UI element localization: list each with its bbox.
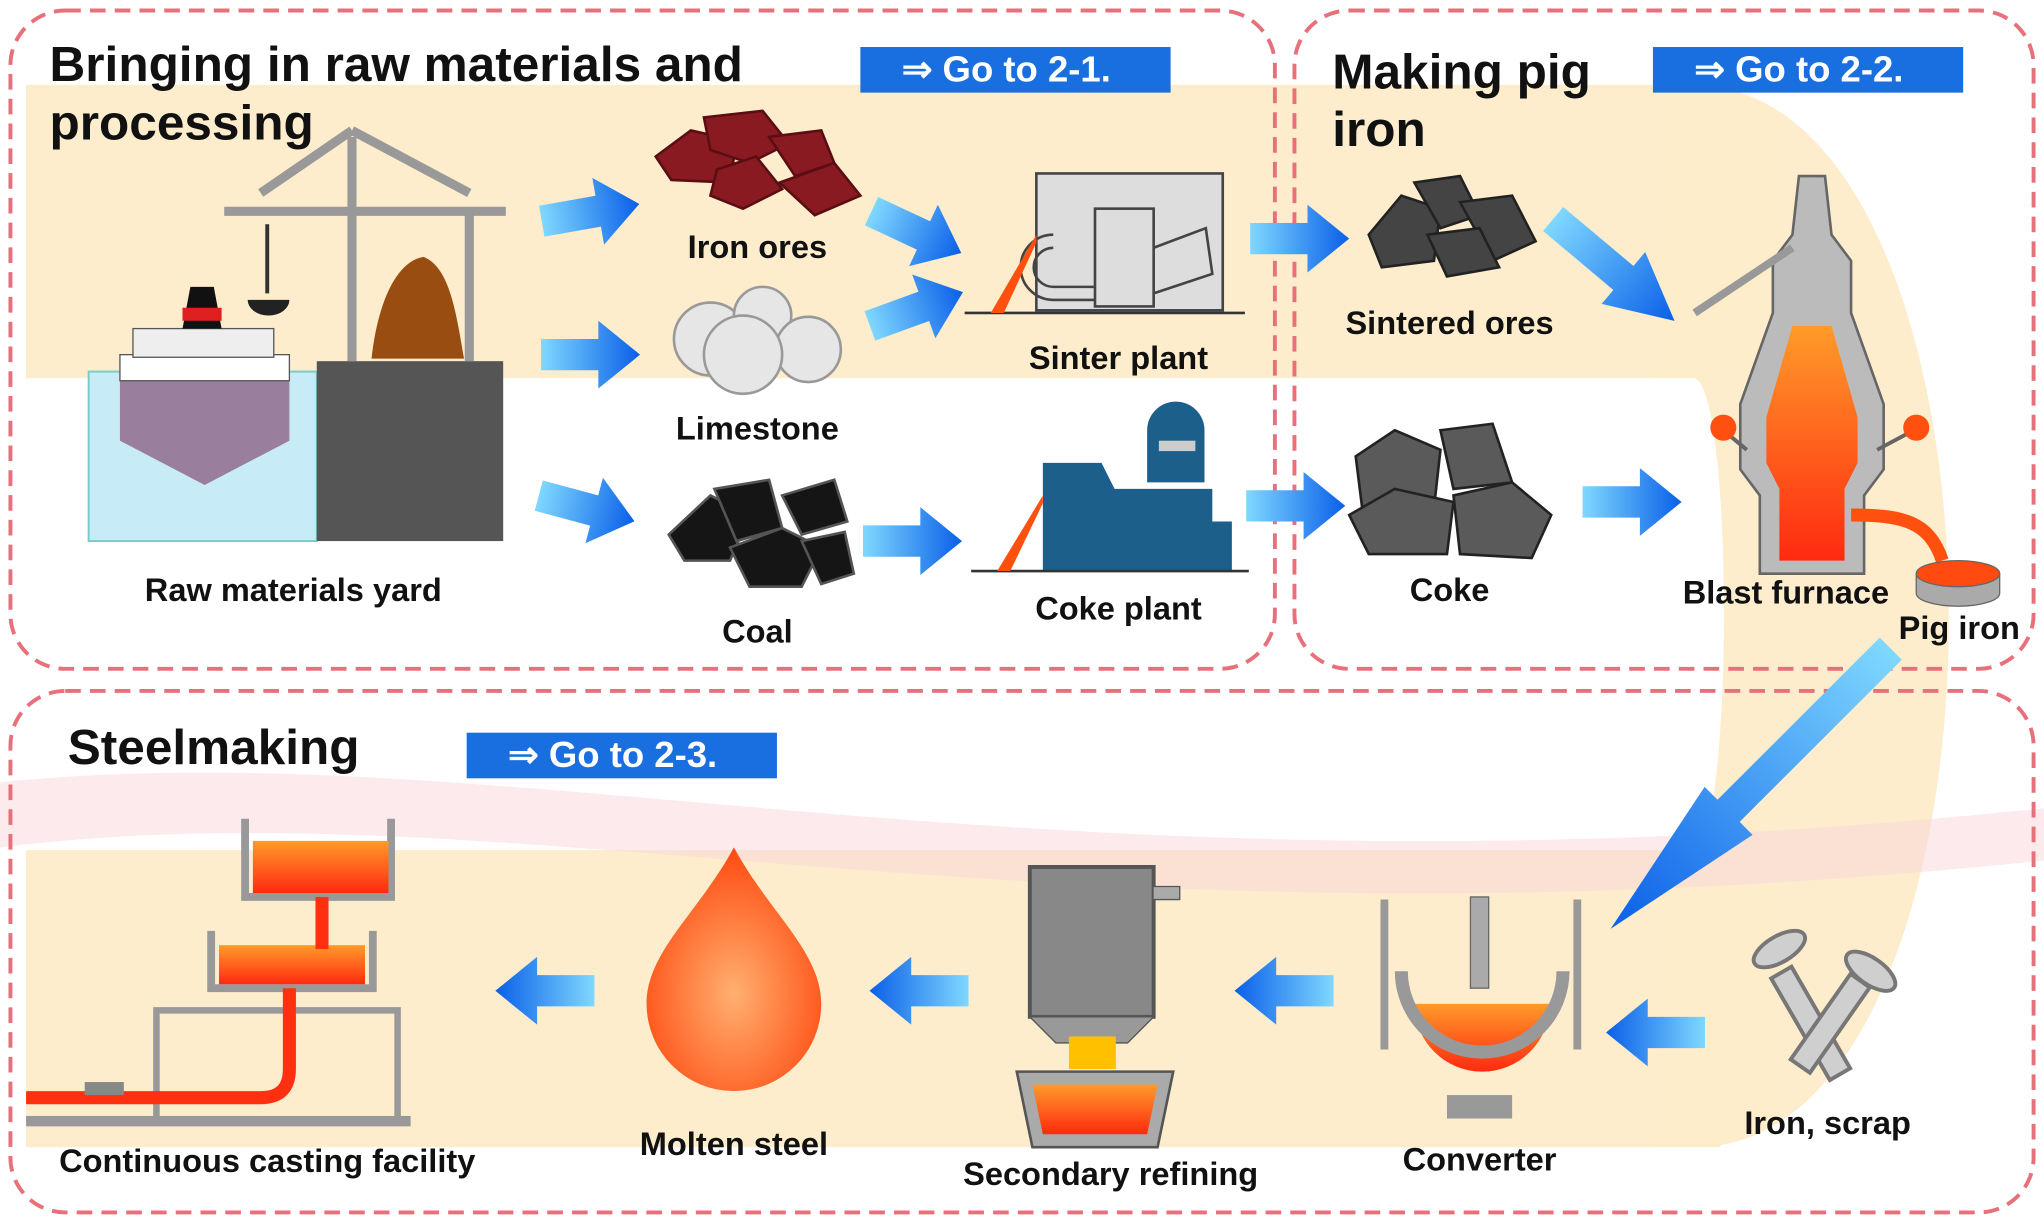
page: Bringing in raw materials and processing… xyxy=(0,0,2044,1219)
node-label: Raw materials yard xyxy=(145,572,442,608)
node-label: Iron ores xyxy=(688,229,827,265)
node-label: Sintered ores xyxy=(1345,305,1553,341)
node-label: Coal xyxy=(722,614,793,650)
node-label: Sinter plant xyxy=(1029,340,1208,376)
section-title: Making pig xyxy=(1332,45,1591,100)
go-button[interactable]: ⇒ Go to 2-2. xyxy=(1653,47,1963,93)
node-label: Converter xyxy=(1403,1142,1557,1178)
node-label: Secondary refining xyxy=(963,1156,1258,1192)
coke-plant-illustration xyxy=(971,402,1249,571)
node-label: Pig iron xyxy=(1899,610,2020,646)
node-label: Molten steel xyxy=(640,1126,828,1162)
go-button[interactable]: ⇒ Go to 2-1. xyxy=(860,47,1170,93)
refining-illustration xyxy=(1017,867,1180,1147)
node-label: Continuous casting facility xyxy=(59,1143,475,1179)
section-title: iron xyxy=(1332,102,1426,157)
section-title: processing xyxy=(50,96,314,151)
node-label: Limestone xyxy=(676,410,839,446)
coal-illustration xyxy=(669,480,854,587)
diagram: Bringing in raw materials and processing… xyxy=(0,0,2044,1219)
go-button[interactable]: ⇒ Go to 2-3. xyxy=(467,733,777,779)
section-title: Steelmaking xyxy=(68,720,360,775)
node-label: Blast furnace xyxy=(1683,575,1889,611)
section-title: Bringing in raw materials and xyxy=(50,37,743,92)
node-label: Coke plant xyxy=(1035,590,1202,626)
button-label[interactable]: ⇒ Go to 2-3. xyxy=(508,734,717,775)
node-label: Coke xyxy=(1410,572,1490,608)
button-label[interactable]: ⇒ Go to 2-2. xyxy=(1694,48,1903,89)
button-label[interactable]: ⇒ Go to 2-1. xyxy=(902,48,1111,89)
node-label: Iron, scrap xyxy=(1744,1105,1911,1141)
coke-illustration xyxy=(1349,424,1551,558)
